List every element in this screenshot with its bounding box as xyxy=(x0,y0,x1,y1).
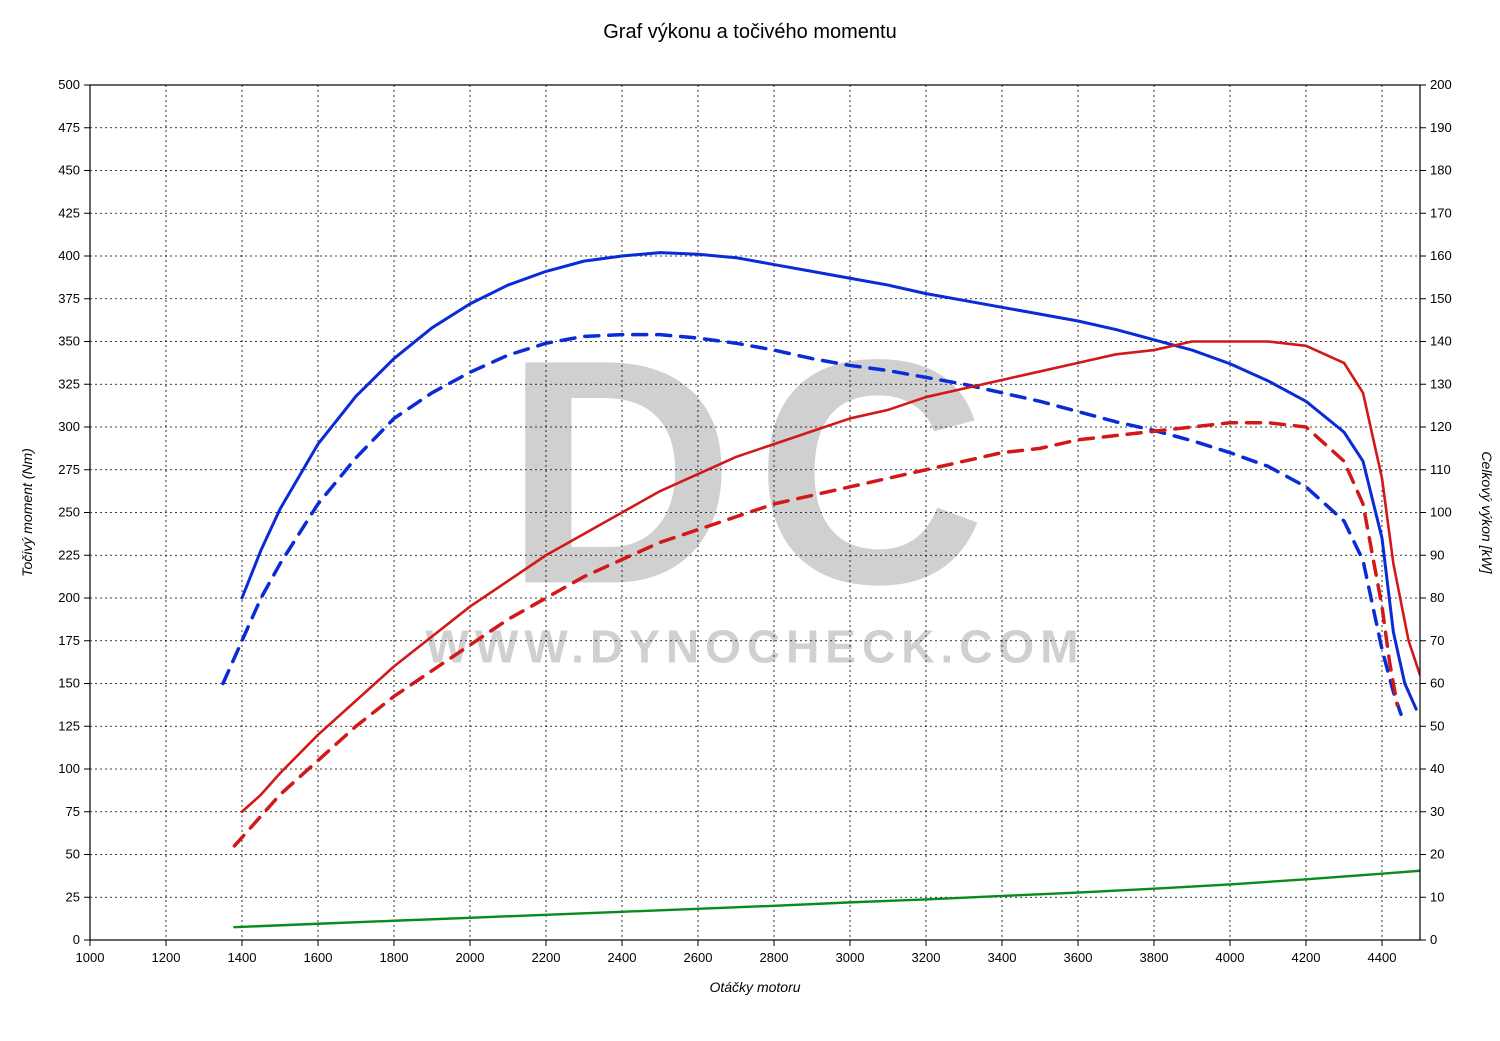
y-right-tick-label: 10 xyxy=(1430,889,1444,904)
y-left-tick-label: 500 xyxy=(58,77,80,92)
y-left-tick-label: 200 xyxy=(58,590,80,605)
y-right-tick-label: 200 xyxy=(1430,77,1452,92)
y-right-tick-label: 130 xyxy=(1430,376,1452,391)
y-right-axis-label: Celkový výkon [kW] xyxy=(1479,451,1495,574)
x-tick-label: 2600 xyxy=(684,950,713,965)
y-left-tick-label: 350 xyxy=(58,334,80,349)
y-right-tick-label: 40 xyxy=(1430,761,1444,776)
x-tick-label: 2400 xyxy=(608,950,637,965)
y-right-tick-label: 20 xyxy=(1430,847,1444,862)
x-tick-label: 3600 xyxy=(1064,950,1093,965)
x-tick-label: 4400 xyxy=(1368,950,1397,965)
x-tick-label: 3800 xyxy=(1140,950,1169,965)
x-tick-label: 1600 xyxy=(304,950,333,965)
y-right-tick-label: 170 xyxy=(1430,205,1452,220)
x-tick-label: 2800 xyxy=(760,950,789,965)
x-tick-label: 3400 xyxy=(988,950,1017,965)
y-left-tick-label: 0 xyxy=(73,932,80,947)
y-right-tick-label: 150 xyxy=(1430,291,1452,306)
x-tick-label: 2200 xyxy=(532,950,561,965)
y-right-tick-label: 80 xyxy=(1430,590,1444,605)
x-tick-label: 1800 xyxy=(380,950,409,965)
y-right-tick-label: 100 xyxy=(1430,505,1452,520)
y-left-tick-label: 475 xyxy=(58,120,80,135)
y-right-tick-label: 30 xyxy=(1430,804,1444,819)
y-left-tick-label: 400 xyxy=(58,248,80,263)
x-tick-label: 4000 xyxy=(1216,950,1245,965)
y-left-tick-label: 50 xyxy=(66,847,80,862)
y-left-tick-label: 450 xyxy=(58,163,80,178)
y-right-tick-label: 160 xyxy=(1430,248,1452,263)
x-tick-label: 1400 xyxy=(228,950,257,965)
chart-title: Graf výkonu a točivého momentu xyxy=(603,21,896,43)
y-right-tick-label: 120 xyxy=(1430,419,1452,434)
y-right-tick-label: 0 xyxy=(1430,932,1437,947)
y-right-tick-label: 50 xyxy=(1430,718,1444,733)
y-right-tick-label: 70 xyxy=(1430,633,1444,648)
y-left-tick-label: 225 xyxy=(58,547,80,562)
x-tick-label: 4200 xyxy=(1292,950,1321,965)
y-left-tick-label: 300 xyxy=(58,419,80,434)
svg-text:WWW.DYNOCHECK.COM: WWW.DYNOCHECK.COM xyxy=(425,621,1084,673)
x-axis-label: Otáčky motoru xyxy=(709,979,800,995)
y-right-tick-label: 90 xyxy=(1430,547,1444,562)
dyno-chart: DCWWW.DYNOCHECK.COM100012001400160018002… xyxy=(0,0,1500,1041)
y-left-tick-label: 25 xyxy=(66,889,80,904)
y-left-tick-label: 125 xyxy=(58,718,80,733)
y-left-tick-label: 275 xyxy=(58,462,80,477)
y-right-tick-label: 110 xyxy=(1430,462,1451,477)
x-tick-label: 3000 xyxy=(836,950,865,965)
x-tick-label: 3200 xyxy=(912,950,941,965)
y-left-tick-label: 375 xyxy=(58,291,80,306)
y-left-tick-label: 100 xyxy=(58,761,80,776)
y-left-tick-label: 325 xyxy=(58,376,80,391)
x-tick-label: 1200 xyxy=(152,950,181,965)
y-right-tick-label: 190 xyxy=(1430,120,1452,135)
y-right-tick-label: 60 xyxy=(1430,676,1444,691)
y-right-tick-label: 140 xyxy=(1430,334,1452,349)
y-left-axis-label: Točivý moment (Nm) xyxy=(19,448,35,577)
x-tick-label: 2000 xyxy=(456,950,485,965)
y-right-tick-label: 180 xyxy=(1430,163,1452,178)
y-left-tick-label: 150 xyxy=(58,676,80,691)
y-left-tick-label: 425 xyxy=(58,205,80,220)
x-tick-label: 1000 xyxy=(76,950,105,965)
y-left-tick-label: 175 xyxy=(58,633,80,648)
y-left-tick-label: 75 xyxy=(66,804,80,819)
y-left-tick-label: 250 xyxy=(58,505,80,520)
chart-svg: DCWWW.DYNOCHECK.COM100012001400160018002… xyxy=(0,0,1500,1041)
